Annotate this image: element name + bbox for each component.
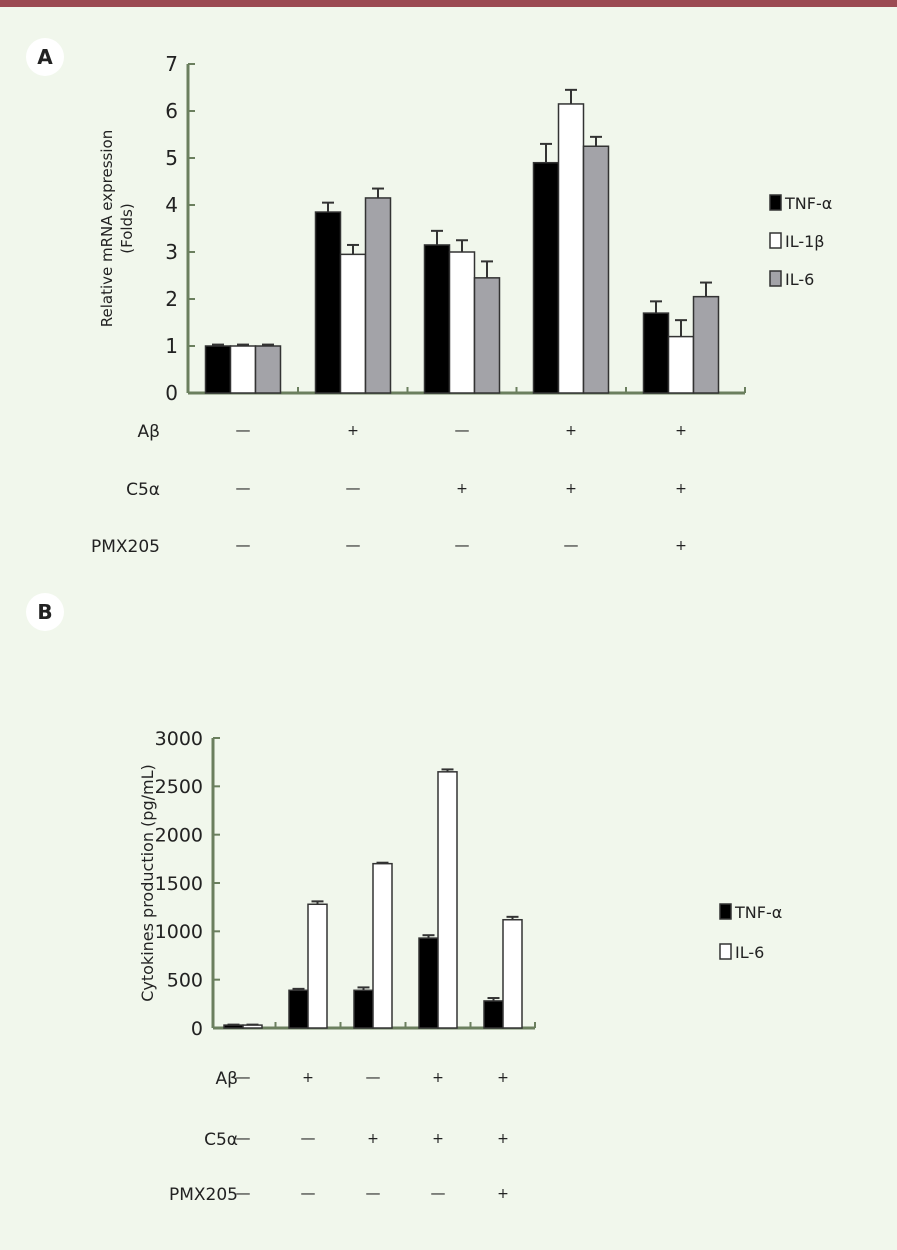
chart-b-condition-value: + — [432, 1070, 444, 1086]
chart-a-bar-IL-6 — [254, 345, 282, 394]
chart-b-y-tick-label: 500 — [167, 970, 203, 992]
chart-a-y-tick-label: 3 — [165, 240, 178, 264]
chart-a-condition-value: — — [236, 536, 251, 554]
chart-b-bar-IL-6 — [372, 862, 393, 1029]
chart-a-y-axis-title: Relative mRNA expression — [98, 130, 116, 327]
chart-a-condition-value: + — [675, 538, 687, 554]
chart-b-condition-value: — — [431, 1184, 446, 1202]
chart-a-condition-value: + — [675, 423, 687, 439]
chart-b-y-tick-label: 1000 — [155, 921, 203, 943]
chart-a-condition-label: Aβ — [138, 422, 160, 442]
chart-a-bar-IL-1β — [448, 251, 476, 394]
chart-b-bar-TNF-α — [483, 1000, 504, 1029]
chart-b-condition-label: PMX205 — [169, 1185, 238, 1205]
chart-a-legend-label: IL-6 — [785, 270, 814, 289]
chart-a-bar-IL-1β — [557, 103, 585, 394]
chart-a-condition-value: + — [565, 481, 577, 497]
chart-b-condition-value: — — [236, 1068, 251, 1086]
chart-b-legend-swatch — [719, 903, 732, 920]
chart-a-bar-IL-1β — [339, 253, 367, 394]
chart-a-legend-swatch — [769, 270, 782, 287]
chart-a-y-tick-label: 4 — [165, 193, 178, 217]
chart-a-condition-value: — — [346, 479, 361, 497]
chart-a-y-tick-label: 6 — [165, 99, 178, 123]
chart-b-bar-IL-6 — [437, 771, 458, 1029]
chart-a-y-tick-label: 7 — [165, 52, 178, 76]
chart-b-y-tick-label: 2000 — [155, 825, 203, 847]
chart-b-legend-label: IL-6 — [735, 943, 764, 962]
chart-a-bar-IL-6 — [582, 145, 610, 394]
chart-a-condition-value: + — [347, 423, 359, 439]
chart-a-condition-value: + — [675, 481, 687, 497]
chart-a-bar-TNF-α — [642, 312, 670, 394]
chart-a-legend-label: TNF-α — [784, 194, 832, 213]
chart-b-condition-value: + — [497, 1131, 509, 1147]
chart-a-legend-label: IL-1β — [785, 232, 825, 251]
chart-b-condition-value: + — [497, 1070, 509, 1086]
panel-label-a: A — [26, 38, 64, 76]
chart-a-condition-value: — — [236, 479, 251, 497]
chart-a-bar-IL-1β — [667, 335, 695, 394]
chart-b-bar-IL-6 — [502, 918, 523, 1029]
chart-a-y-tick-label: 5 — [165, 146, 178, 170]
chart-a-condition-value: + — [456, 481, 468, 497]
chart-b-bar-IL-6 — [242, 1024, 263, 1029]
chart-a-bar-IL-6 — [692, 295, 720, 394]
chart-a-legend-swatch — [769, 232, 782, 249]
chart-a-condition-value: — — [455, 536, 470, 554]
chart-a-condition-label: PMX205 — [91, 537, 160, 557]
chart-b-condition-value: + — [367, 1131, 379, 1147]
top-border-bar — [0, 0, 897, 7]
chart-b-condition-value: — — [366, 1068, 381, 1086]
chart-b-condition-label: C5α — [204, 1130, 238, 1150]
chart-a-legend-swatch — [769, 194, 782, 211]
panel-label-b: B — [26, 593, 64, 631]
chart-a-bar-TNF-α — [532, 161, 560, 394]
chart-b-bar-TNF-α — [353, 989, 374, 1029]
chart-b-condition-label: Aβ — [216, 1069, 238, 1089]
chart-b-y-tick-label: 2500 — [155, 776, 203, 798]
chart-a-condition-value: — — [236, 421, 251, 439]
chart-a-bar-TNF-α — [423, 244, 451, 394]
chart-b-condition-value: — — [236, 1184, 251, 1202]
chart-b-legend-swatch — [719, 943, 732, 960]
chart-a-bar-IL-6 — [364, 197, 392, 394]
chart-b-condition-value: + — [497, 1186, 509, 1202]
chart-b-bar-TNF-α — [288, 989, 309, 1029]
chart-a-condition-value: — — [564, 536, 579, 554]
chart-b-y-tick-label: 1500 — [155, 873, 203, 895]
chart-b-condition-value: — — [236, 1129, 251, 1147]
chart-a-bar-IL-1β — [229, 345, 257, 394]
chart-b-bar-TNF-α — [223, 1024, 244, 1029]
chart-b-condition-value: — — [301, 1184, 316, 1202]
chart-b-y-tick-label: 3000 — [155, 728, 203, 750]
chart-b-y-axis-title: Cytokines production (pg/mL) — [138, 764, 157, 1002]
chart-b-bar-TNF-α — [418, 937, 439, 1029]
chart-b-y-tick-label: 0 — [191, 1018, 203, 1040]
chart-a-y-tick-label: 2 — [165, 287, 178, 311]
chart-a-condition-label: C5α — [126, 480, 160, 500]
chart-b-condition-value: — — [366, 1184, 381, 1202]
chart-a-y-tick-label: 1 — [165, 334, 178, 358]
chart-a-y-tick-label: 0 — [165, 381, 178, 405]
chart-a-condition-value: — — [346, 536, 361, 554]
chart-b-condition-value: — — [301, 1129, 316, 1147]
chart-a-bar-TNF-α — [314, 211, 342, 394]
chart-b-bar-IL-6 — [307, 903, 328, 1029]
chart-a-condition-value: + — [565, 423, 577, 439]
chart-b-condition-value: + — [302, 1070, 314, 1086]
chart-a-bar-TNF-α — [204, 345, 232, 394]
chart-b-condition-value: + — [432, 1131, 444, 1147]
chart-a-condition-value: — — [455, 421, 470, 439]
chart-b-legend-label: TNF-α — [734, 903, 782, 922]
chart-a-y-axis-title: (Folds) — [118, 203, 136, 253]
chart-a-bar-IL-6 — [473, 277, 501, 394]
